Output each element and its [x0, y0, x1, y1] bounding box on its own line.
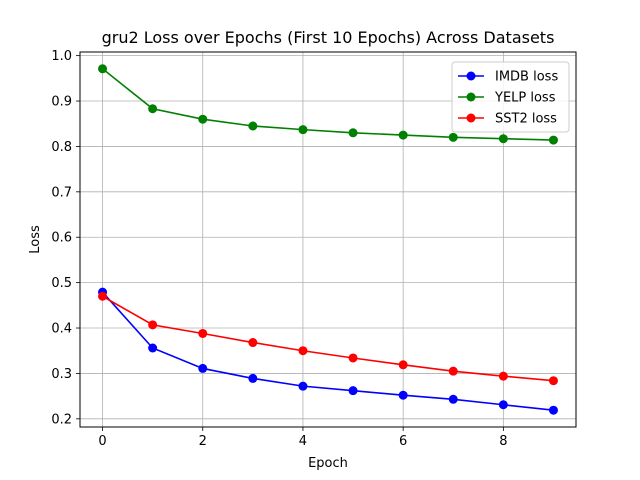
data-point: [198, 328, 208, 338]
y-tick-label: 1.0: [51, 49, 72, 64]
data-point: [298, 125, 308, 135]
axis-ticks: 0 2 4 6 8 0.2 0.3 0.4 0.5 0.6 0.7 0.8 0.9 1.0: [51, 49, 507, 449]
x-tick-label: 0: [98, 434, 106, 449]
plot-area-frame: [79, 51, 577, 428]
x-tick-label: 2: [199, 434, 207, 449]
data-point: [298, 381, 308, 391]
series-line: [101, 291, 554, 411]
chart-title: gru2 Loss over Epochs (First 10 Epochs) …: [102, 28, 555, 47]
data-point: [298, 346, 308, 356]
data-point: [348, 128, 358, 138]
series-line: [102, 68, 554, 141]
y-tick-label: 0.8: [51, 140, 72, 155]
data-point: [148, 320, 158, 330]
legend-item: SST2 loss: [458, 112, 557, 127]
y-tick-label: 0.4: [51, 322, 72, 337]
x-axis-label: Epoch: [308, 456, 348, 471]
legend-label: IMDB loss: [495, 70, 558, 85]
data-point: [548, 376, 558, 386]
y-tick-label: 0.7: [51, 185, 72, 200]
data-point: [348, 386, 358, 396]
legend-swatch-marker: [466, 113, 476, 123]
x-tick-label: 8: [499, 434, 507, 449]
series-1: [98, 64, 558, 145]
legend-label: YELP loss: [494, 91, 556, 106]
data-point: [198, 363, 208, 373]
data-point: [248, 373, 258, 383]
y-tick-label: 0.5: [51, 276, 72, 291]
legend-label: SST2 loss: [495, 112, 557, 127]
data-point: [498, 371, 508, 381]
series-2: [98, 291, 558, 386]
data-point: [498, 400, 508, 410]
legend-swatch-marker: [466, 92, 476, 102]
y-tick-label: 0.2: [51, 412, 72, 427]
x-tick-label: 6: [399, 434, 407, 449]
series-0: [98, 287, 558, 415]
data-point: [398, 390, 408, 400]
data-point: [148, 104, 158, 114]
data-point: [348, 353, 358, 363]
legend-item: IMDB loss: [458, 70, 558, 85]
y-tick-label: 0.3: [51, 367, 72, 382]
legend-item: YELP loss: [458, 91, 556, 106]
legend-swatch-marker: [466, 71, 476, 81]
data-point: [548, 405, 558, 415]
y-axis-label: Loss: [28, 225, 43, 254]
data-point: [198, 114, 208, 124]
y-tick-label: 0.6: [51, 231, 72, 246]
legend: IMDB loss YELP loss SST2 loss: [451, 61, 570, 133]
data-point: [448, 132, 458, 142]
data-point: [498, 134, 508, 144]
data-point: [448, 366, 458, 376]
data-point: [448, 394, 458, 404]
data-point: [398, 360, 408, 370]
data-point: [98, 291, 108, 301]
series-lines: [98, 64, 558, 415]
data-point: [248, 121, 258, 131]
data-point: [148, 343, 158, 353]
data-point: [98, 64, 108, 74]
y-tick-label: 0.9: [51, 95, 72, 110]
data-point: [248, 338, 258, 348]
x-tick-label: 4: [299, 434, 307, 449]
legend-box: [451, 61, 570, 133]
data-point: [548, 135, 558, 145]
data-point: [398, 130, 408, 140]
series-line: [102, 295, 554, 382]
